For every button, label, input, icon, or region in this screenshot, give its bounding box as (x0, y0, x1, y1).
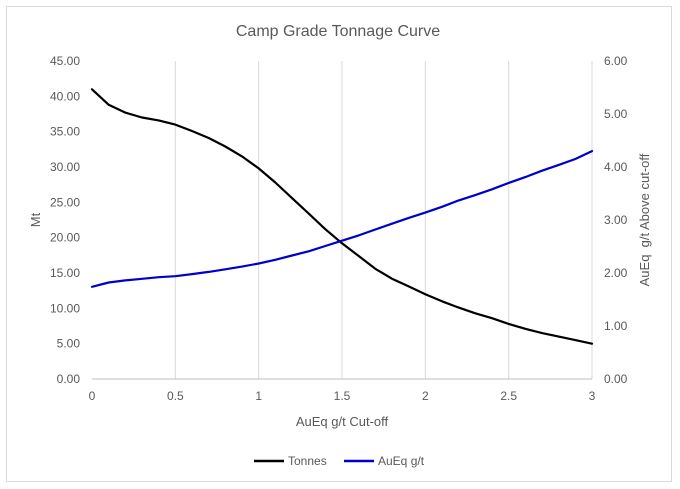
y-right-tick-label: 0.00 (604, 372, 628, 386)
tonnes-series-line (90, 88, 594, 345)
x-axis-ticks: 0 0.5 1 1.5 2 2.5 3 (89, 389, 596, 403)
x-tick-label: 2 (422, 389, 429, 403)
y-left-tick-label: 35.00 (50, 125, 80, 139)
x-tick-label: 1 (255, 389, 262, 403)
y-left-tick-label: 15.00 (50, 266, 80, 280)
chart-title: Camp Grade Tonnage Curve (236, 23, 440, 40)
x-axis-label: AuEq g/t Cut-off (296, 414, 389, 429)
x-tick-label: 0.5 (167, 389, 184, 403)
y-right-tick-label: 4.00 (604, 160, 628, 174)
legend-label-tonnes: Tonnes (288, 454, 327, 468)
x-tick-label: 2.5 (500, 389, 517, 403)
x-tick-label: 0 (89, 389, 96, 403)
right-axis-ticks: 0.00 1.00 2.00 3.00 4.00 5.00 6.00 (604, 54, 628, 386)
y-right-tick-label: 6.00 (604, 54, 628, 68)
legend-label-aueq: AuEq g/t (378, 454, 425, 468)
series-layer (90, 88, 594, 345)
y-left-tick-label: 0.00 (57, 372, 81, 386)
y-left-tick-label: 40.00 (50, 89, 80, 103)
aueq-grade-series-line (90, 150, 594, 288)
y-left-tick-label: 25.00 (50, 195, 80, 209)
y-left-tick-label: 5.00 (57, 337, 81, 351)
left-axis-ticks: 0.00 5.00 10.00 15.00 20.00 25.00 30.00 35.00 40… (50, 54, 80, 386)
y-left-tick-label: 10.00 (50, 301, 80, 315)
y-right-tick-label: 2.00 (604, 266, 628, 280)
y-right-tick-label: 5.00 (604, 107, 628, 121)
x-tick-label: 3 (589, 389, 596, 403)
y-right-tick-label: 3.00 (604, 213, 628, 227)
left-axis-label: Mt (28, 212, 43, 227)
x-tick-label: 1.5 (334, 389, 351, 403)
y-left-tick-label: 30.00 (50, 160, 80, 174)
legend: Tonnes AuEq g/t (254, 454, 425, 468)
y-right-tick-label: 1.00 (604, 319, 628, 333)
right-axis-label: AuEq g/t Above cut-off (637, 153, 652, 286)
grid-lines (174, 61, 593, 379)
y-left-tick-label: 45.00 (50, 54, 80, 68)
y-left-tick-label: 20.00 (50, 231, 80, 245)
chart-frame (6, 6, 672, 482)
